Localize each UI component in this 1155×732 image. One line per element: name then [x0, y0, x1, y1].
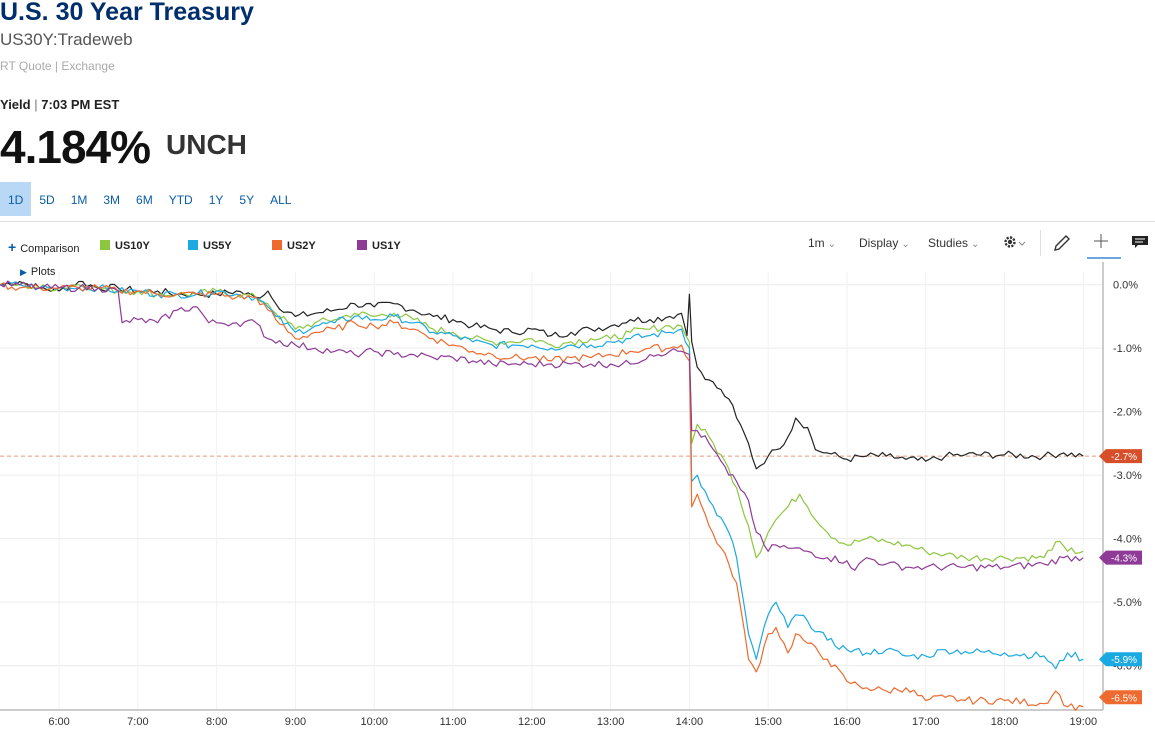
quote-time: 7:03 PM EST [41, 97, 120, 112]
chevron-down-icon: ⌄ [827, 239, 837, 250]
legend-label: US5Y [203, 240, 232, 252]
x-tick-label: 14:00 [676, 716, 704, 728]
series-line-us30y [0, 280, 1084, 470]
y-tick-label: -4.0% [1113, 534, 1142, 546]
end-badge [1099, 449, 1142, 464]
chart-toolbar: + Comparison US10Y US5Y US2Y US1Y 1m ⌄ Dis… [0, 233, 1155, 256]
price-value: 4.184% [0, 121, 151, 173]
symbol-label: US30Y:Tradeweb [0, 30, 133, 49]
plots-label: Plots [30, 266, 56, 278]
toolbar-separator [1040, 230, 1041, 256]
series-line-us5y [0, 281, 1084, 670]
x-tick-label: 7:00 [127, 716, 148, 728]
comment-button[interactable] [1131, 233, 1149, 254]
range-tab-ytd[interactable]: YTD [168, 193, 193, 207]
y-tick-label: -3.0% [1113, 470, 1142, 482]
range-tab-5y[interactable]: 5Y [239, 193, 255, 207]
legend-label: US10Y [115, 240, 150, 252]
chevron-down-icon: ⌄ [901, 239, 910, 250]
display-label: Display [859, 236, 899, 250]
x-tick-label: 17:00 [912, 716, 940, 728]
triangle-right-icon: ▶ [20, 267, 27, 277]
chevron-down-icon: ⌄ [971, 239, 980, 250]
range-tab-all[interactable]: ALL [270, 193, 292, 207]
gear-icon [1004, 236, 1026, 248]
comparison-label: Comparison [20, 243, 80, 255]
legend-label: US2Y [287, 240, 316, 252]
crosshair-active-indicator [1087, 257, 1121, 259]
yield-separator: | [34, 97, 38, 112]
end-badge [1099, 690, 1142, 705]
end-badge-label: -6.5% [1111, 693, 1137, 704]
x-tick-label: 13:00 [597, 716, 625, 728]
price-change: UNCH [166, 129, 247, 160]
legend-us10y[interactable]: US10Y [100, 240, 150, 252]
quote-source: RT Quote | Exchange [0, 59, 115, 73]
x-tick-label: 19:00 [1070, 716, 1098, 728]
settings-dropdown[interactable] [1002, 234, 1028, 255]
x-tick-label: 18:00 [991, 716, 1019, 728]
studies-label: Studies [928, 236, 969, 250]
range-tab-3m[interactable]: 3M [103, 193, 121, 207]
legend-swatch [357, 240, 367, 250]
yield-label: Yield [0, 97, 31, 112]
legend-swatch [188, 240, 198, 250]
x-tick-label: 10:00 [360, 716, 388, 728]
y-tick-label: -2.0% [1113, 407, 1142, 419]
page-title: U.S. 30 Year Treasury [0, 0, 254, 26]
series-line-us10y [0, 281, 1084, 563]
range-tab-1d[interactable]: 1D [0, 182, 32, 216]
range-tabs: 1D 5D 1M 3M 6M YTD 1Y 5Y ALL [0, 182, 299, 216]
yield-chart[interactable]: 0.0%-1.0%-2.0%-3.0%-4.0%-5.0%-6.0%6:00 7:… [0, 262, 1155, 732]
legend-swatch [100, 240, 110, 250]
pencil-icon [1054, 235, 1070, 251]
end-badge [1099, 652, 1142, 667]
yield-time-line: Yield | 7:03 PM EST [0, 97, 119, 112]
end-badge-label: -5.9% [1111, 655, 1137, 666]
legend-us2y[interactable]: US2Y [272, 240, 316, 252]
plots-toggle[interactable]: ▶ Plots [20, 266, 55, 278]
crosshair-icon [1094, 234, 1108, 248]
studies-dropdown[interactable]: Studies ⌄ [928, 236, 979, 250]
x-tick-label: 11:00 [440, 716, 467, 728]
series-line-us2y [0, 282, 1084, 711]
comment-icon [1132, 236, 1148, 248]
interval-label: 1m [808, 236, 825, 250]
series-line-us1y [0, 280, 1084, 572]
range-tab-6m[interactable]: 6M [136, 193, 153, 207]
draw-button[interactable] [1052, 233, 1072, 256]
range-tab-5d[interactable]: 5D [39, 193, 55, 207]
x-tick-label: 6:00 [48, 716, 69, 728]
x-tick-label: 9:00 [285, 716, 306, 728]
legend-swatch [272, 240, 282, 250]
comparison-button[interactable]: + Comparison [8, 239, 80, 255]
y-tick-label: -5.0% [1113, 597, 1142, 609]
x-tick-label: 8:00 [206, 716, 227, 728]
range-tab-1m[interactable]: 1M [70, 193, 88, 207]
y-tick-label: -1.0% [1113, 343, 1142, 355]
legend-label: US1Y [372, 240, 401, 252]
x-tick-label: 12:00 [518, 716, 546, 728]
display-dropdown[interactable]: Display ⌄ [859, 236, 910, 250]
end-badge [1099, 550, 1142, 565]
end-badge-label: -2.7% [1111, 452, 1137, 463]
divider [0, 221, 1155, 222]
x-tick-label: 16:00 [833, 716, 861, 728]
range-tab-1y[interactable]: 1Y [208, 193, 224, 207]
interval-dropdown[interactable]: 1m ⌄ [808, 236, 836, 250]
x-tick-label: 15:00 [754, 716, 782, 728]
plus-icon: + [8, 239, 17, 255]
end-badge-label: -4.3% [1111, 554, 1137, 565]
y-tick-label: 0.0% [1113, 280, 1138, 292]
crosshair-button[interactable] [1092, 232, 1110, 253]
legend-us1y[interactable]: US1Y [357, 240, 401, 252]
legend-us5y[interactable]: US5Y [188, 240, 232, 252]
